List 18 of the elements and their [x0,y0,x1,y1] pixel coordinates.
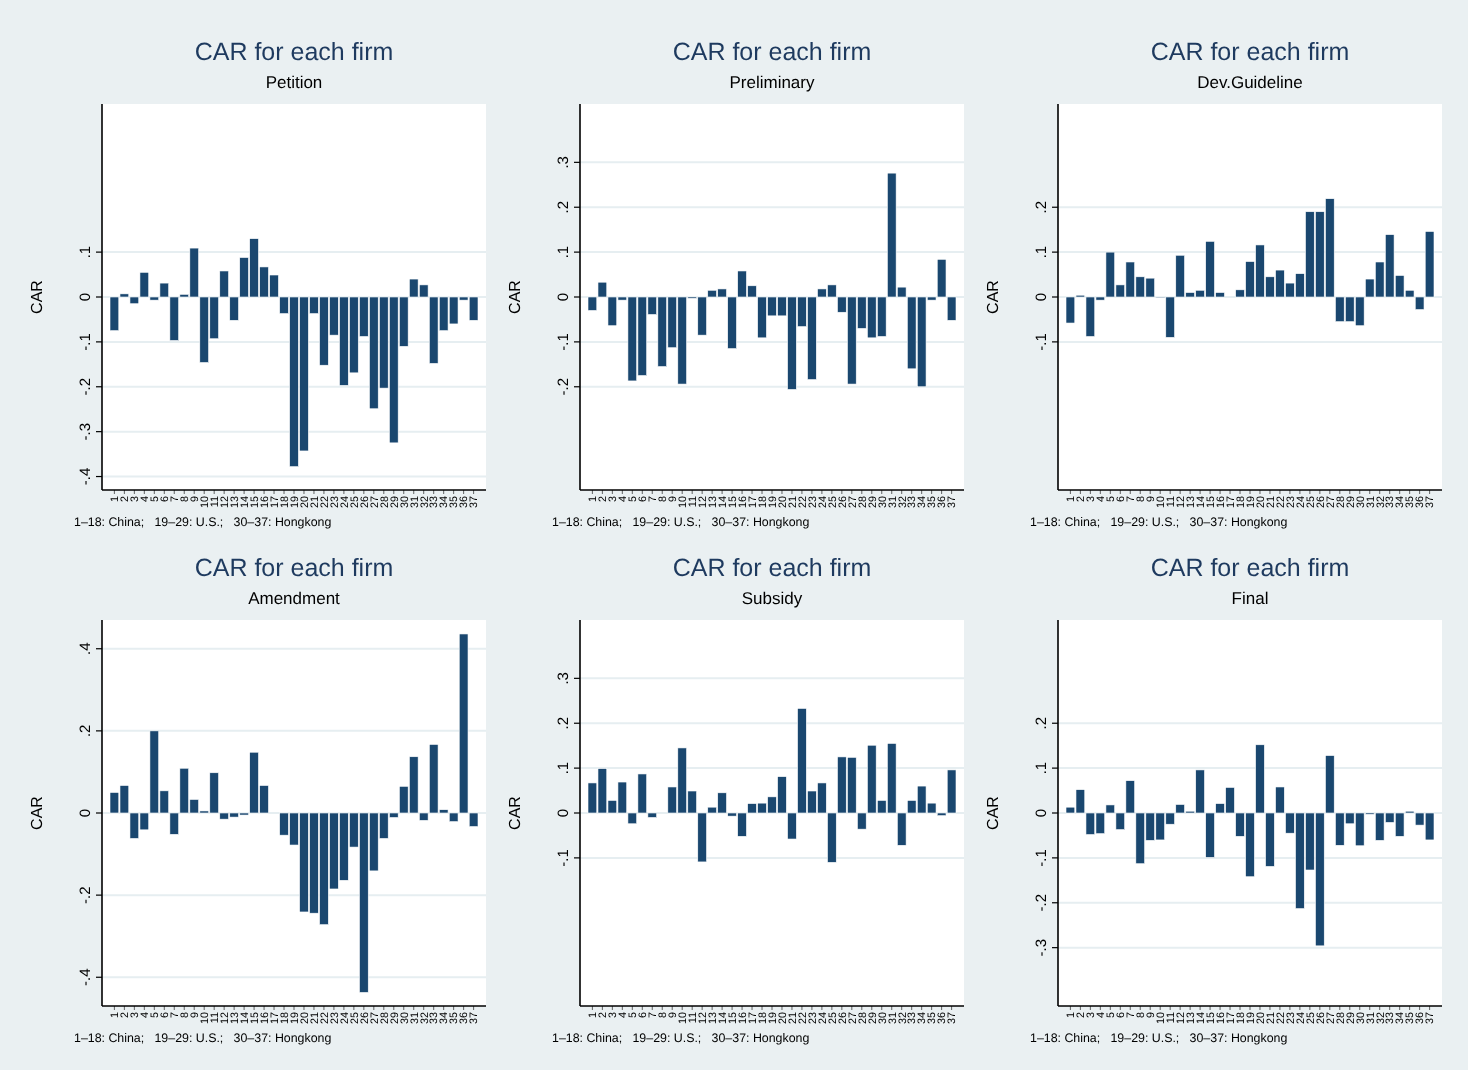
chart-title: CAR for each firm [672,554,872,582]
y-axis-title: CAR [506,279,524,314]
chart-subtitle: Dev.Guideline [1197,72,1304,92]
chart-title: CAR for each firm [672,38,872,66]
chart-title: CAR for each firm [1150,38,1350,66]
chart-title: CAR for each firm [194,554,394,582]
chart-subtitle: Petition [265,72,323,92]
chart-subtitle: Subsidy [741,588,804,608]
y-axis-title: CAR [28,279,46,314]
chart-subtitle: Amendment [248,588,342,608]
y-axis-title: CAR [506,795,524,830]
y-axis-title: CAR [984,795,1002,830]
y-axis-title: CAR [28,795,46,830]
chart-title: CAR for each firm [1150,554,1350,582]
chart-subtitle: Final [1231,588,1269,608]
y-axis-title: CAR [984,279,1002,314]
chart-subtitle: Preliminary [729,72,816,92]
chart-title: CAR for each firm [194,38,394,66]
